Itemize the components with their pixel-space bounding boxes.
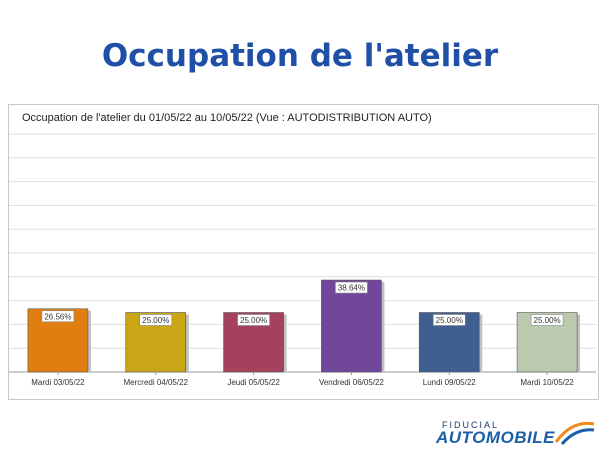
- data-label: 25.00%: [240, 316, 267, 325]
- data-label: 25.00%: [142, 316, 169, 325]
- chart-frame: [8, 104, 599, 400]
- data-label-box: [335, 281, 368, 294]
- x-tick-label: Mercredi 04/05/22: [124, 378, 189, 387]
- data-label-box: [139, 314, 173, 326]
- chart-title: Occupation de l'atelier du 01/05/22 au 1…: [22, 112, 432, 124]
- x-tick-label: Mardi 03/05/22: [31, 378, 85, 387]
- data-label-box: [530, 314, 564, 326]
- data-label-box: [41, 310, 75, 323]
- x-tick-label: Vendredi 06/05/22: [319, 378, 384, 387]
- data-label: 38.64%: [338, 284, 365, 293]
- swoosh-icon: [554, 421, 595, 446]
- x-tick-label: Mardi 10/05/22: [520, 378, 574, 387]
- page-title: Occupation de l'atelier: [101, 38, 499, 74]
- data-label: 25.00%: [534, 316, 561, 325]
- logo-line1: FIDUCIAL: [442, 420, 500, 430]
- data-label: 26.56%: [44, 312, 71, 321]
- fiducial-automobile-logo: FIDUCIAL AUTOMOBILE: [436, 418, 596, 448]
- data-label-box: [432, 314, 466, 326]
- data-label-box: [237, 314, 270, 326]
- x-tick-label: Jeudi 05/05/22: [227, 378, 280, 387]
- bar: [321, 279, 382, 373]
- data-label: 25.00%: [436, 316, 463, 325]
- x-tick-label: Lundi 09/05/22: [423, 378, 476, 387]
- logo-line2: AUTOMOBILE: [436, 428, 555, 447]
